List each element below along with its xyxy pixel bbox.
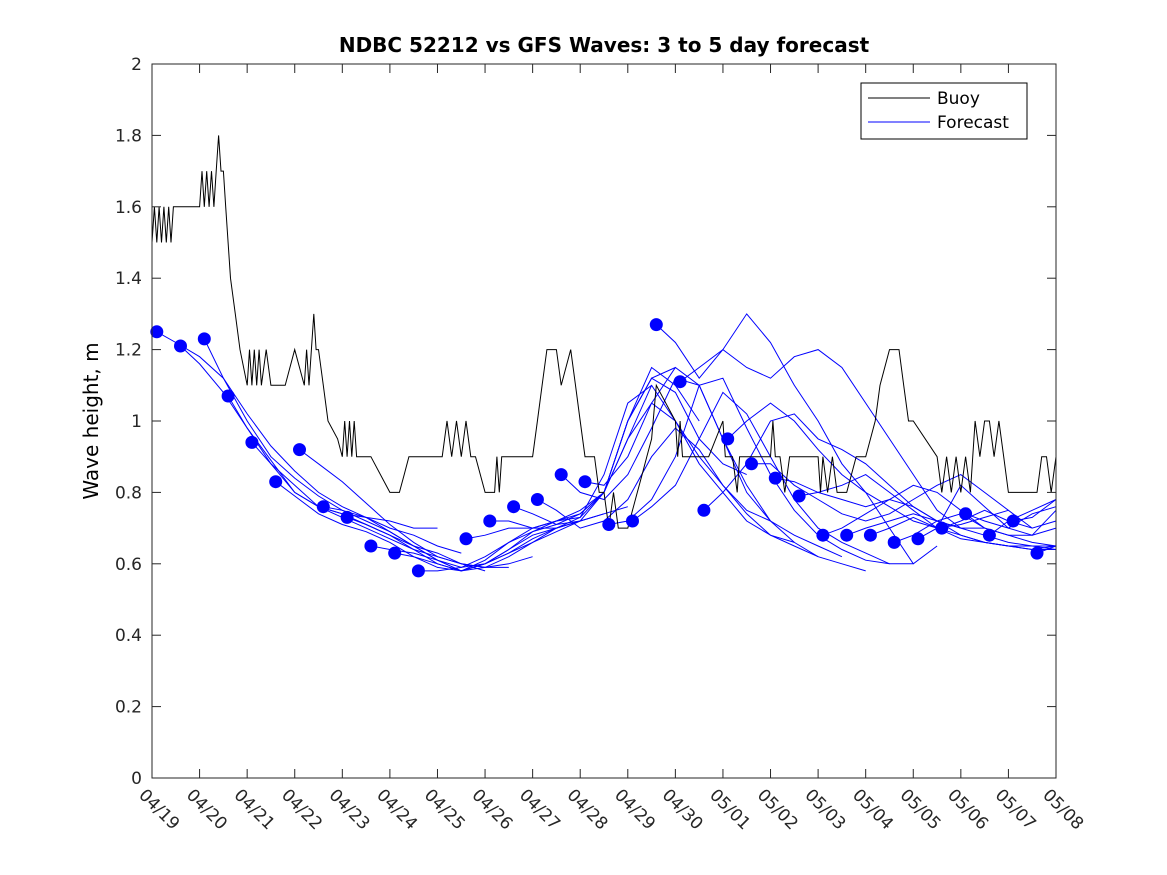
y-tick-label-3: 0.6 <box>115 555 142 575</box>
y-tick-label-7: 1.4 <box>115 269 142 289</box>
legend-label-buoy: Buoy <box>937 89 980 109</box>
forecast-line-0 <box>156 331 438 529</box>
forecast-marker-25 <box>768 471 782 485</box>
forecast-marker-5 <box>269 475 283 489</box>
forecast-markers <box>150 318 1044 578</box>
legend-label-forecast: Forecast <box>937 113 1009 133</box>
forecast-line-34 <box>989 499 1057 536</box>
forecast-line-28 <box>846 513 1057 550</box>
y-tick-label-9: 1.8 <box>115 126 142 146</box>
legend: Buoy Forecast <box>860 82 1028 140</box>
forecast-marker-26 <box>792 489 806 503</box>
forecast-marker-27 <box>816 528 830 542</box>
y-tick-label-10: 2 <box>131 55 142 75</box>
forecast-line-33 <box>965 509 1057 536</box>
axes-box <box>152 64 1056 778</box>
forecast-marker-8 <box>340 510 354 524</box>
y-tick-label-1: 0.2 <box>115 698 142 718</box>
forecast-marker-12 <box>459 532 473 546</box>
y-tick-label-5: 1 <box>131 412 142 432</box>
forecast-line-24 <box>751 463 1033 529</box>
forecast-marker-21 <box>673 375 687 389</box>
forecast-marker-15 <box>530 493 544 506</box>
forecast-marker-4 <box>245 435 259 449</box>
forecast-marker-11 <box>411 564 425 578</box>
forecast-marker-17 <box>578 475 592 489</box>
forecast-marker-1 <box>174 339 187 353</box>
forecast-marker-32 <box>935 521 949 535</box>
y-tick-label-2: 0.4 <box>115 626 142 646</box>
y-tick-label-8: 1.6 <box>115 198 142 218</box>
y-tick-label-6: 1.2 <box>115 341 142 361</box>
forecast-marker-10 <box>388 546 402 560</box>
forecast-marker-7 <box>316 500 330 514</box>
forecast-marker-0 <box>150 325 164 339</box>
forecast-marker-9 <box>364 539 378 553</box>
forecast-line-6 <box>299 449 581 568</box>
plot-area <box>152 64 1056 778</box>
forecast-line-32 <box>941 509 1057 529</box>
forecast-marker-3 <box>221 389 235 403</box>
forecast-marker-18 <box>602 518 616 531</box>
forecast-marker-16 <box>554 468 568 482</box>
forecast-line-21 <box>679 348 962 529</box>
forecast-marker-30 <box>887 535 901 549</box>
y-axis-ticks: 0 0.2 0.4 0.6 0.8 1 1.2 1.4 1.6 1.8 2 <box>115 55 1056 789</box>
forecast-line-23 <box>727 402 1009 529</box>
forecast-marker-24 <box>745 457 758 471</box>
chart-title: NDBC 52212 vs GFS Waves: 3 to 5 day fore… <box>339 33 870 57</box>
forecast-line-18 <box>608 377 890 565</box>
forecast-marker-13 <box>483 514 497 528</box>
forecast-marker-31 <box>911 532 925 546</box>
y-tick-label-0: 0 <box>131 769 142 789</box>
forecast-marker-36 <box>1030 546 1044 560</box>
buoy-series <box>151 135 1057 529</box>
forecast-marker-29 <box>863 528 877 542</box>
forecast-marker-19 <box>626 514 639 528</box>
forecast-marker-22 <box>697 503 711 517</box>
forecast-marker-6 <box>293 443 306 457</box>
forecast-line-29 <box>870 516 1057 551</box>
y-tick-label-4: 0.8 <box>115 483 142 503</box>
forecast-marker-28 <box>840 528 854 542</box>
forecast-series <box>156 313 1057 572</box>
forecast-marker-35 <box>1006 514 1020 528</box>
buoy-line <box>151 135 1057 529</box>
legend-box <box>860 82 1028 140</box>
forecast-marker-34 <box>982 528 996 542</box>
y-axis-label: Wave height, m <box>79 342 103 499</box>
forecast-marker-20 <box>649 318 663 332</box>
forecast-marker-2 <box>197 332 211 346</box>
forecast-marker-33 <box>959 507 973 521</box>
forecast-marker-14 <box>507 500 521 514</box>
forecast-marker-23 <box>721 432 735 446</box>
